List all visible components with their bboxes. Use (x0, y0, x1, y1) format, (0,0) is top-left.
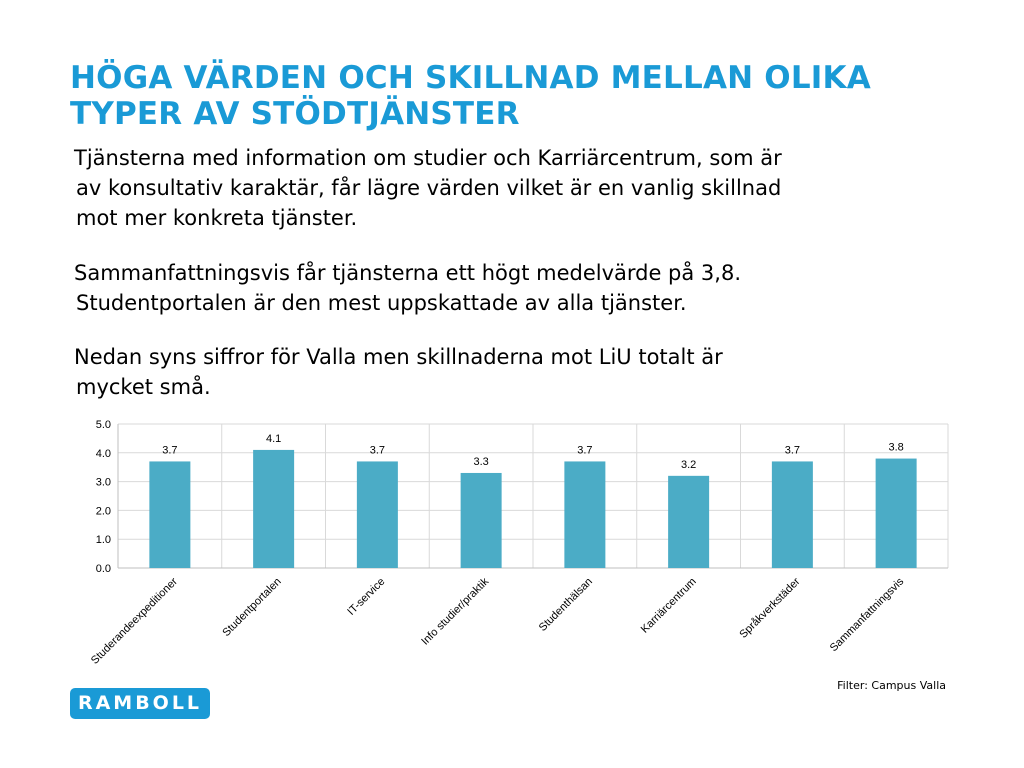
bar (356, 461, 398, 568)
bar (875, 458, 917, 568)
category-label: Sammanfattningsvis (828, 575, 907, 654)
paragraph-line: av konsultativ karaktär, får lägre värde… (76, 176, 782, 200)
data-label: 3.7 (162, 444, 177, 456)
paragraph-line: Sammanfattningsvis får tjänsterna ett hö… (74, 261, 742, 285)
bar (564, 461, 606, 568)
paragraph-line: mycket små. (76, 375, 211, 399)
data-label: 3.2 (681, 459, 696, 471)
slide-title-line: TYPER AV STÖDTJÄNSTER (70, 96, 520, 132)
data-label: 3.8 (888, 442, 903, 454)
data-label: 3.7 (370, 444, 385, 456)
data-label: 3.7 (785, 444, 800, 456)
bar (771, 461, 813, 568)
category-label: Karriärcentrum (639, 576, 699, 636)
category-label: IT-service (345, 576, 387, 618)
category-label: Studerandeexpeditioner (89, 575, 180, 666)
bar (253, 449, 295, 568)
y-tick-label: 0.0 (96, 563, 111, 575)
y-tick-label: 2.0 (96, 505, 111, 517)
y-tick-label: 4.0 (96, 448, 111, 460)
bar (460, 472, 502, 568)
paragraph-line: Studentportalen är den mest uppskattade … (76, 291, 687, 315)
data-label: 4.1 (266, 433, 281, 445)
data-label: 3.3 (473, 456, 488, 468)
category-label: Info studier/praktik (419, 575, 491, 647)
category-label: Språkverkstäder (737, 575, 802, 640)
category-label: Studentportalen (220, 576, 283, 639)
bar (668, 475, 710, 568)
ramboll-logo: RAMBOLL (70, 688, 210, 719)
y-tick-label: 3.0 (96, 477, 111, 489)
y-tick-label: 1.0 (96, 534, 111, 546)
category-label: Studenthälsan (537, 576, 595, 634)
paragraph-line: Nedan syns siffror för Valla men skillna… (74, 345, 723, 369)
slide-title: HÖGA VÄRDEN OCH SKILLNAD MELLAN OLIKA TY… (70, 60, 970, 132)
data-label: 3.7 (577, 444, 592, 456)
paragraph-2: Sammanfattningsvis får tjänsterna ett hö… (74, 258, 964, 318)
y-tick-label: 5.0 (96, 419, 111, 431)
filter-note: Filter: Campus Valla (837, 679, 946, 692)
paragraph-line: mot mer konkreta tjänster. (76, 206, 358, 230)
paragraph-1: Tjänsterna med information om studier oc… (74, 143, 964, 233)
slide-title-line: HÖGA VÄRDEN OCH SKILLNAD MELLAN OLIKA (70, 60, 871, 96)
paragraph-3: Nedan syns siffror för Valla men skillna… (74, 342, 964, 402)
bar (149, 461, 191, 568)
paragraph-line: Tjänsterna med information om studier oc… (74, 146, 782, 170)
